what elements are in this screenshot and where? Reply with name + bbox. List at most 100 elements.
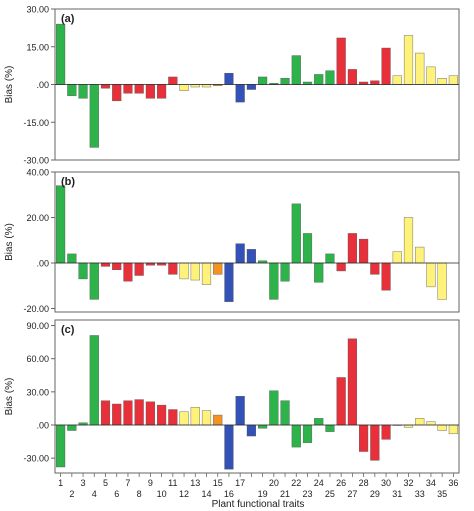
bar-trait-26	[336, 377, 346, 426]
bar-trait-10	[157, 404, 167, 426]
bar-trait-8	[134, 262, 144, 276]
bar-trait-32	[403, 217, 414, 264]
bar-trait-21	[280, 262, 290, 282]
x-tick-label: 33	[415, 489, 425, 499]
bar-trait-25	[325, 70, 335, 85]
bar-trait-16	[224, 72, 234, 85]
bar-trait-16	[224, 262, 234, 302]
x-tick-label: 22	[291, 478, 301, 488]
bar-trait-11	[168, 76, 178, 85]
x-tick-label: 28	[359, 478, 369, 488]
bar-trait-34	[426, 66, 436, 85]
bar-trait-25	[325, 253, 335, 264]
bar-trait-27	[347, 338, 357, 426]
bar-trait-21	[280, 78, 290, 85]
y-tick-label: -15.00	[23, 118, 49, 128]
bar-trait-2	[67, 84, 77, 97]
bar-trait-5	[100, 400, 111, 426]
bar-trait-8	[134, 84, 144, 94]
x-tick-label: 19	[258, 489, 268, 499]
bar-trait-4	[89, 262, 99, 300]
bar-trait-7	[123, 400, 133, 426]
bar-trait-24	[314, 262, 324, 283]
bar-trait-29	[370, 424, 380, 461]
bar-trait-20	[269, 262, 279, 300]
x-tick-label: 9	[148, 478, 153, 488]
panel-c: -30.00 .00 30.00 60.00 90.00 Bias (%) (c)	[4, 319, 460, 474]
panel-a: -30.00 -15.00 .00 15.00 30.00 Bias (%) (a)	[4, 5, 460, 166]
bar-trait-14	[201, 262, 212, 285]
bar-trait-11	[168, 409, 178, 426]
bar-trait-17	[235, 243, 245, 264]
x-tick-label: 3	[81, 478, 86, 488]
x-tick-label: 8	[137, 489, 142, 499]
x-tick-label: 7	[125, 478, 130, 488]
bar-trait-32	[403, 35, 414, 85]
y-tick-label: -30.00	[23, 156, 49, 166]
bar-trait-18	[246, 424, 256, 437]
bar-trait-21	[280, 400, 290, 426]
panel-b: -20.00 .00 20.00 40.00 Bias (%) (b)	[4, 168, 460, 314]
bar-trait-12	[179, 84, 189, 91]
bar-trait-13	[190, 407, 200, 426]
x-tick-label: 2	[69, 489, 74, 499]
bar-trait-11	[168, 262, 178, 275]
bar-trait-15	[213, 262, 223, 275]
y-tick-label: .00	[36, 80, 49, 90]
x-tick-label: 29	[370, 489, 380, 499]
bar-trait-4	[89, 335, 99, 426]
bar-trait-27	[347, 69, 357, 85]
bar-trait-1	[56, 185, 66, 264]
plot-frame	[54, 171, 460, 313]
x-tick-label: 27	[347, 489, 357, 499]
x-tick-label: 6	[114, 489, 119, 499]
x-tick-label: 36	[448, 478, 458, 488]
y-axis-title: Bias (%)	[4, 66, 15, 104]
bar-trait-33	[415, 246, 425, 264]
bar-trait-26	[336, 262, 346, 272]
x-tick-label: 20	[269, 478, 279, 488]
x-tick-label: 17	[235, 478, 245, 488]
bar-trait-22	[291, 55, 301, 85]
bar-trait-6	[112, 403, 122, 426]
y-tick-label: 20.00	[26, 213, 49, 223]
panels: -30.00 -15.00 .00 15.00 30.00 Bias (%) (a) -20.…	[4, 5, 460, 474]
x-tick-label: 25	[325, 489, 335, 499]
bar-trait-6	[112, 262, 122, 271]
bar-trait-3	[78, 262, 88, 280]
x-tick-label: 11	[168, 478, 177, 488]
x-tick-label: 15	[213, 478, 223, 488]
bar-trait-4	[89, 84, 99, 148]
bar-trait-36	[448, 424, 458, 435]
x-tick-label: 30	[381, 478, 391, 488]
y-tick-label: .00	[36, 421, 49, 431]
bar-trait-6	[112, 84, 122, 102]
bar-trait-28	[359, 424, 369, 452]
y-tick-label: -30.00	[23, 454, 49, 464]
bar-trait-34	[426, 421, 436, 426]
bar-trait-29	[370, 80, 380, 85]
bar-trait-31	[392, 75, 402, 85]
plot-frame	[54, 319, 460, 474]
y-axis-title: Bias (%)	[4, 378, 15, 416]
bar-trait-3	[78, 84, 88, 99]
bar-trait-19	[258, 76, 268, 85]
bar-trait-2	[67, 253, 77, 264]
bar-trait-28	[359, 238, 369, 264]
bar-trait-23	[302, 424, 313, 443]
x-tick-label: 24	[314, 478, 324, 488]
y-tick-label: 30.00	[26, 387, 49, 397]
bar-trait-18	[246, 249, 256, 264]
y-axis-title: Bias (%)	[4, 223, 15, 261]
bar-trait-22	[291, 203, 301, 264]
bar-trait-36	[448, 75, 458, 85]
x-tick-label: 31	[392, 489, 402, 499]
y-tick-label: 90.00	[26, 321, 49, 331]
bar-trait-8	[134, 399, 144, 426]
bar-trait-27	[347, 233, 357, 264]
bar-trait-12	[179, 411, 189, 426]
bar-trait-7	[123, 262, 133, 282]
bar-trait-5	[100, 84, 111, 89]
bar-trait-24	[314, 74, 324, 85]
bar-trait-9	[145, 84, 155, 99]
